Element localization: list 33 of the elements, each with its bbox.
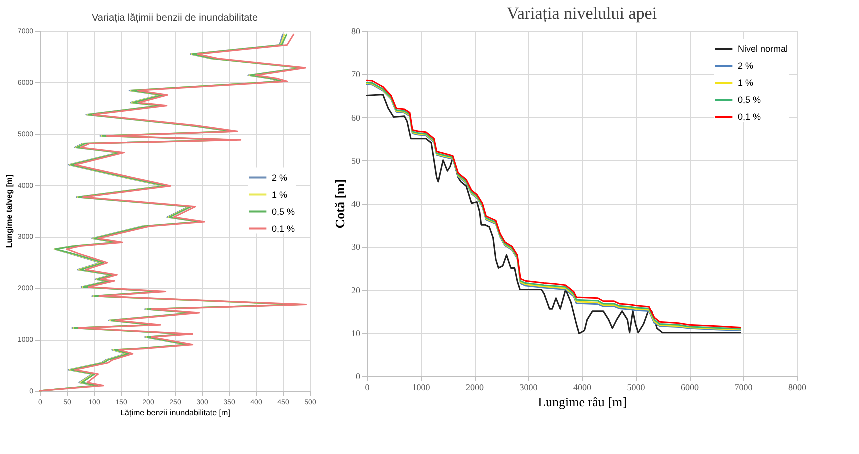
y-tick-label: 80 bbox=[352, 26, 361, 36]
y-tick-label: 0 bbox=[356, 372, 361, 382]
legend-label: 1 % bbox=[738, 78, 754, 88]
y-tick-label: 70 bbox=[352, 70, 361, 80]
x-tick-label: 2000 bbox=[466, 382, 484, 392]
x-axis-title: Lungime râu [m] bbox=[538, 394, 627, 410]
y-tick-label: 30 bbox=[352, 242, 361, 252]
y-tick-label: 60 bbox=[352, 112, 361, 123]
legend-label: 2 % bbox=[738, 61, 754, 71]
x-tick-label: 3000 bbox=[520, 382, 538, 392]
y-tick-label: 10 bbox=[352, 328, 361, 338]
legend-label: 2 % bbox=[272, 172, 288, 183]
y-tick-label: 50 bbox=[352, 156, 361, 166]
x-tick-label: 0 bbox=[365, 382, 370, 392]
chart-title: Variația lățimii benzii de inundabilitate bbox=[92, 13, 258, 24]
x-tick-label: 7000 bbox=[734, 382, 754, 392]
x-tick-label: 5000 bbox=[627, 382, 646, 392]
y-axis-title: Lungime talveg [m] bbox=[4, 174, 14, 248]
legend-label: 0,5 % bbox=[272, 206, 296, 217]
legend-label: 0,1 % bbox=[738, 112, 762, 122]
y-axis-title: Cotă [m] bbox=[332, 179, 348, 229]
x-tick-label: 8000 bbox=[788, 382, 807, 392]
legend-label: 0,5 % bbox=[738, 95, 762, 105]
x-axis-title: Lățime benzii inundabilitate [m] bbox=[120, 408, 230, 418]
legend-label: Nivel normal bbox=[738, 44, 788, 54]
y-tick-label: 20 bbox=[352, 285, 361, 296]
chart-title: Variația nivelului apei bbox=[506, 4, 658, 23]
legend-label: 1 % bbox=[272, 190, 288, 200]
x-tick-label: 4000 bbox=[574, 382, 592, 392]
legend-label: 0,1 % bbox=[272, 224, 296, 234]
y-tick-label: 40 bbox=[352, 199, 361, 209]
x-tick-label: 1000 bbox=[412, 382, 431, 392]
x-tick-label: 6000 bbox=[681, 382, 700, 392]
